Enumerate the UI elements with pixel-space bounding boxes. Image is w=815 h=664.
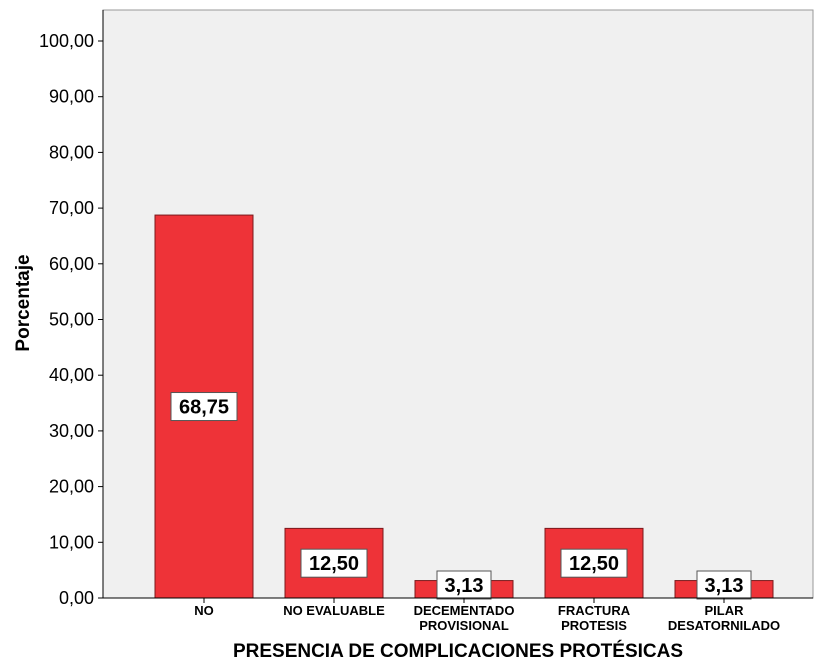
data-label: 3,13 (445, 575, 484, 597)
data-label: 12,50 (569, 553, 619, 575)
y-tick-label: 70,00 (49, 198, 94, 218)
y-tick-label: 40,00 (49, 365, 94, 385)
x-tick-label: NO (194, 603, 214, 618)
y-tick-label: 90,00 (49, 87, 94, 107)
x-tick-label: DESATORNILADO (668, 618, 780, 633)
data-label-box (436, 570, 492, 600)
x-tick-label: FRACTURA (558, 603, 631, 618)
data-label: 12,50 (309, 553, 359, 575)
y-tick-label: 100,00 (39, 31, 94, 51)
data-label-box (300, 548, 368, 578)
data-label-box (696, 570, 752, 600)
x-tick-label: NO EVALUABLE (283, 603, 385, 618)
y-axis: 0,00 10,00 20,00 30,00 40,00 50,00 60,00 70,00 8… (39, 31, 103, 608)
y-tick-label: 30,00 (49, 421, 94, 441)
data-label: 3,13 (705, 575, 744, 597)
data-label-box (560, 548, 628, 578)
y-tick-label: 80,00 (49, 142, 94, 162)
x-tick-label: PILAR (705, 603, 745, 618)
y-tick-label: 10,00 (49, 532, 94, 552)
x-axis-title: PRESENCIA DE COMPLICACIONES PROTÉSICAS (233, 640, 683, 662)
x-tick-label: DECEMENTADO (414, 603, 515, 618)
y-tick-label: 50,00 (49, 310, 94, 330)
bars: 68,75 12,50 3,13 12,50 3,13 (154, 214, 774, 600)
data-label-box (170, 392, 238, 422)
y-axis-title: Porcentaje (13, 254, 34, 351)
x-tick-label: PROVISIONAL (419, 618, 509, 633)
x-tick-label: PROTESIS (561, 618, 627, 633)
y-tick-label: 60,00 (49, 254, 94, 274)
y-tick-label: 0,00 (59, 588, 94, 608)
y-tick-label: 20,00 (49, 477, 94, 497)
data-label: 68,75 (179, 397, 229, 419)
